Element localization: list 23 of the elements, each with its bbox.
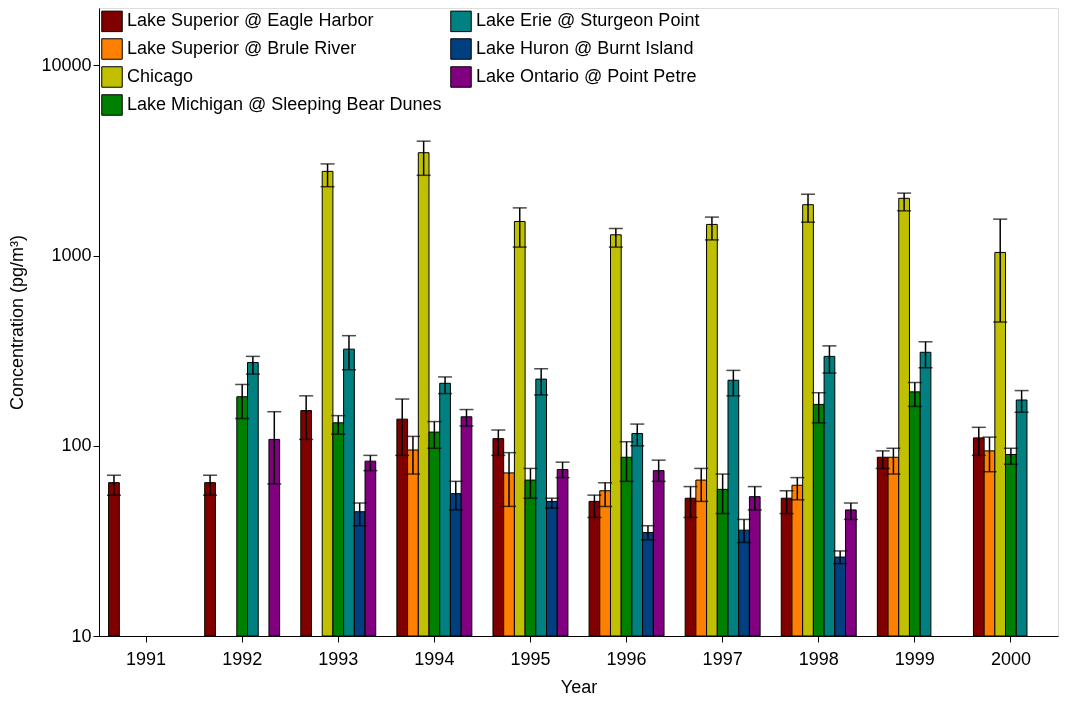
- x-tick-label: 2000: [990, 648, 1031, 669]
- legend-label: Lake Ontario @ Point Petre: [476, 66, 697, 86]
- x-tick-label: 1999: [894, 648, 935, 669]
- legend-label: Lake Erie @ Sturgeon Point: [476, 10, 700, 31]
- x-tick-label: 1997: [702, 648, 743, 669]
- x-tick-label: 1996: [606, 648, 647, 669]
- y-tick-label: 100: [61, 435, 92, 456]
- y-tick-label: 10: [71, 625, 92, 646]
- x-tick-label: 1998: [798, 648, 839, 669]
- y-tick-label: 10000: [41, 54, 92, 75]
- legend-label: Lake Superior @ Eagle Harbor: [127, 10, 374, 31]
- x-tick-label: 1995: [510, 648, 551, 669]
- x-tick-label: 1991: [126, 648, 167, 669]
- legend-label: Lake Michigan @ Sleeping Bear Dunes: [127, 94, 442, 114]
- x-axis-title: Year: [560, 676, 598, 697]
- legend-label: Chicago: [127, 66, 194, 86]
- legend-label: Lake Huron @ Burnt Island: [476, 38, 694, 58]
- x-tick-label: 1992: [222, 648, 263, 669]
- x-tick-label: 1993: [318, 648, 359, 669]
- y-tick-label: 1000: [51, 245, 92, 266]
- legend-label: Lake Superior @ Brule River: [127, 38, 357, 58]
- y-axis-title: Concentration (pg/m³): [7, 234, 28, 411]
- x-tick-label: 1994: [414, 648, 455, 669]
